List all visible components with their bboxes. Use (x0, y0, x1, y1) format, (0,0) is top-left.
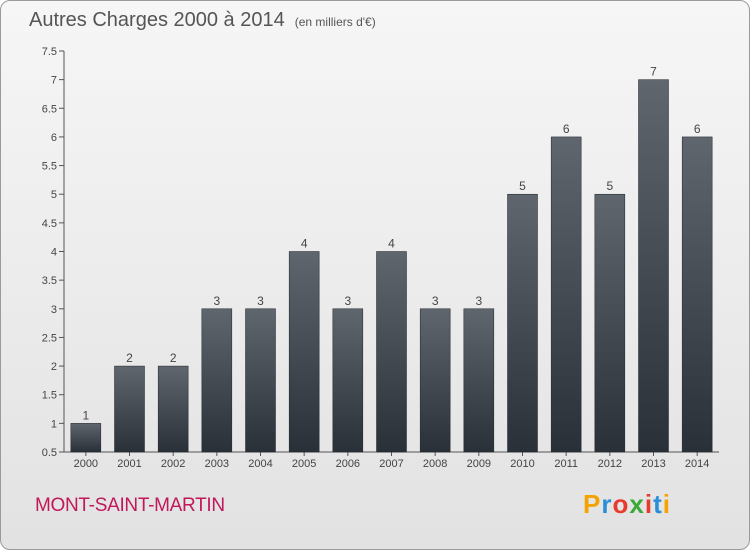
proxiti-logo: Proxiti (583, 489, 671, 520)
bar (681, 136, 713, 453)
data-label: 4 (301, 237, 308, 251)
x-tick-label: 2004 (248, 458, 272, 470)
y-tick-label: 5 (51, 189, 57, 201)
data-label: 4 (388, 237, 395, 251)
data-label: 3 (344, 294, 351, 308)
x-tick-label: 2001 (117, 458, 141, 470)
data-label: 5 (519, 179, 526, 193)
logo-letter: t (653, 489, 663, 519)
logo-letter: o (612, 489, 630, 519)
bar (419, 308, 451, 453)
data-label: 6 (694, 122, 701, 136)
y-tick-label: 6.5 (42, 103, 57, 115)
y-tick-label: 0.5 (42, 447, 57, 459)
bar (332, 308, 364, 453)
x-tick-label: 2009 (467, 458, 491, 470)
y-tick-label: 3.5 (42, 275, 57, 287)
y-tick-label: 5.5 (42, 161, 57, 173)
x-tick-label: 2014 (685, 458, 709, 470)
chart-bars (70, 79, 713, 453)
y-tick-label: 1 (51, 418, 57, 430)
data-label: 7 (650, 65, 657, 79)
data-label: 2 (126, 351, 133, 365)
bar (463, 308, 495, 453)
data-label: 6 (563, 122, 570, 136)
bar (114, 365, 145, 453)
logo-letter: r (601, 489, 613, 519)
y-tick-label: 4 (51, 247, 57, 259)
x-tick-label: 2010 (510, 458, 534, 470)
data-label: 1 (82, 408, 89, 422)
logo-letter: P (583, 489, 602, 519)
x-tick-label: 2002 (161, 458, 185, 470)
data-label: 2 (170, 351, 177, 365)
x-tick-label: 2011 (554, 458, 578, 470)
commune-name: MONT-SAINT-MARTIN (35, 495, 225, 516)
x-tick-label: 2012 (598, 458, 622, 470)
x-tick-label: 2008 (423, 458, 447, 470)
data-label: 5 (606, 179, 613, 193)
bar (638, 79, 669, 453)
bar (550, 136, 582, 453)
logo-letter: x (629, 489, 645, 519)
chart-title: Autres Charges 2000 à 2014 (en milliers d… (29, 9, 376, 32)
bar (201, 308, 233, 453)
logo-letter: i (662, 489, 671, 519)
chart-title-text: Autres Charges 2000 à 2014 (29, 9, 285, 31)
data-label: 3 (475, 294, 482, 308)
logo-letter: i (644, 489, 654, 519)
y-tick-label: 4.5 (42, 218, 57, 230)
bar (376, 251, 407, 453)
data-label: 3 (257, 294, 264, 308)
data-label: 3 (213, 294, 220, 308)
x-tick-label: 2007 (379, 458, 403, 470)
bar (594, 193, 626, 453)
y-tick-label: 2.5 (42, 332, 57, 344)
y-tick-label: 7.5 (42, 46, 57, 58)
data-label: 3 (432, 294, 439, 308)
y-tick-label: 2 (51, 361, 57, 373)
y-tick-label: 1.5 (42, 390, 57, 402)
chart-labels: 2000 1 2001 2 2002 2 2003 3 2004 3 2005 4 2006 3 2007 4… (74, 65, 710, 470)
bar (245, 308, 276, 453)
y-tick-label: 6 (51, 132, 57, 144)
y-tick-label: 3 (51, 304, 57, 316)
x-tick-label: 2005 (292, 458, 316, 470)
x-tick-label: 2000 (74, 458, 98, 470)
x-tick-label: 2003 (205, 458, 229, 470)
y-tick-label: 7 (51, 75, 57, 87)
bar (288, 251, 320, 453)
bar (70, 423, 102, 453)
bar (157, 365, 189, 453)
bar (507, 193, 538, 453)
chart-subtitle: (en milliers d'€) (294, 15, 376, 29)
x-tick-label: 2013 (641, 458, 665, 470)
x-tick-label: 2006 (336, 458, 360, 470)
